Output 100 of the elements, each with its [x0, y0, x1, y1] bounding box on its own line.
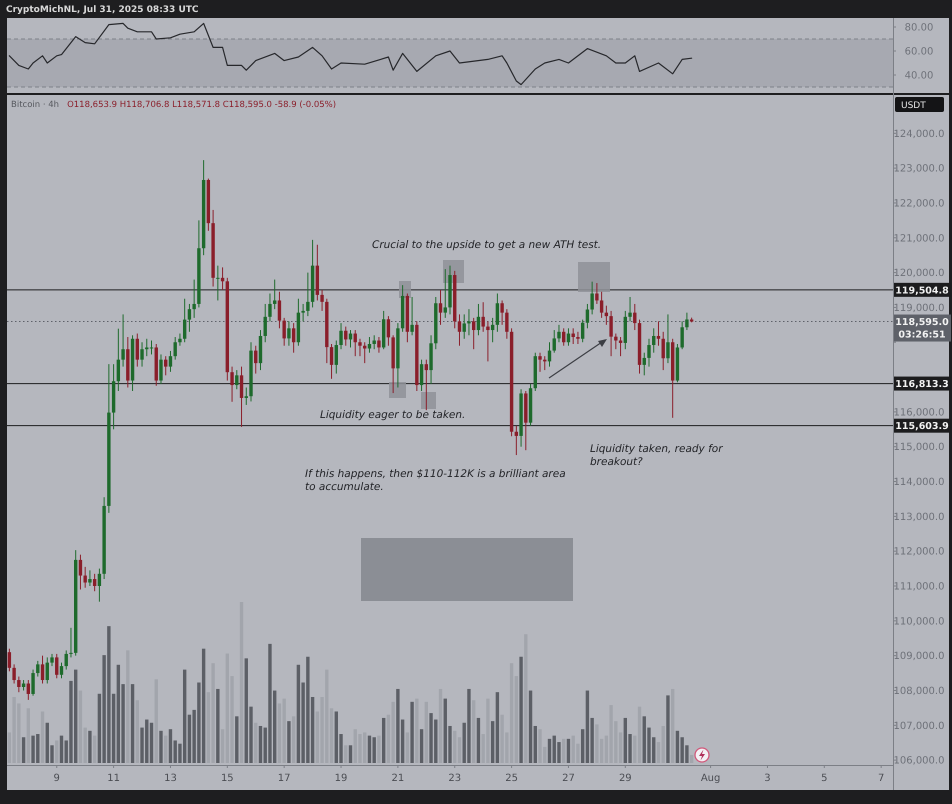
candlestick	[424, 359, 428, 411]
candlestick	[182, 298, 186, 343]
candlestick	[444, 268, 447, 318]
y-tick-label: 107,000.0	[894, 720, 944, 732]
annotation: Crucial to the upside to get a new ATH test.	[372, 239, 602, 251]
candlestick	[571, 328, 575, 344]
candlestick	[354, 330, 357, 357]
y-tick-label: 124,000.0	[894, 128, 944, 140]
candlestick	[36, 660, 40, 678]
bar	[55, 740, 58, 763]
candlestick	[600, 291, 604, 318]
candlestick	[254, 345, 258, 374]
x-tick-label: 7	[878, 773, 884, 784]
candlestick	[609, 310, 613, 357]
bar	[344, 745, 348, 763]
candlestick	[372, 334, 376, 350]
candlestick	[562, 328, 566, 346]
bar	[26, 708, 30, 763]
candlestick	[164, 356, 168, 376]
bar	[382, 718, 386, 763]
candlestick	[420, 359, 424, 392]
candlestick	[481, 302, 485, 332]
y-tick-label: 114,000.0	[894, 477, 944, 488]
y-axis-title: USDT	[901, 101, 926, 111]
candlestick	[576, 331, 580, 344]
candlestick	[192, 279, 196, 318]
candlestick	[116, 328, 120, 392]
bar	[410, 702, 414, 763]
x-tick-label: 19	[334, 773, 348, 784]
bar	[287, 721, 291, 763]
x-tick-label: 23	[448, 773, 462, 784]
annotation: Liquidity eager to be taken.	[320, 409, 466, 421]
candlestick	[31, 669, 35, 696]
x-tick-label: 9	[54, 773, 60, 784]
candlestick	[614, 333, 618, 350]
candlestick	[386, 316, 390, 346]
bar	[92, 736, 96, 763]
candlestick	[685, 312, 689, 331]
candlestick	[590, 281, 594, 315]
x-tick-label: 15	[220, 773, 234, 784]
y-tick-label: 121,000.0	[894, 233, 944, 244]
candlestick	[604, 305, 608, 326]
candlestick	[278, 291, 282, 329]
candlestick	[60, 662, 64, 679]
bar	[670, 688, 674, 763]
x-tick-label: 29	[618, 773, 632, 784]
y-tick-label: 123,000.0	[894, 164, 944, 175]
candlestick	[8, 648, 12, 672]
bar	[216, 688, 220, 763]
bar	[524, 634, 528, 763]
candlestick	[656, 320, 660, 346]
candlestick	[505, 308, 509, 340]
ref-line-label: 115,603.9	[895, 421, 949, 432]
candlestick	[17, 676, 21, 693]
x-tick-label: 27	[562, 773, 575, 784]
candlestick	[490, 317, 494, 343]
bar	[254, 722, 258, 763]
bar	[566, 738, 570, 763]
bar	[130, 684, 134, 763]
y-tick-label: 115,000.0	[894, 442, 944, 454]
candlestick	[230, 366, 234, 402]
candlestick	[462, 314, 466, 340]
candlestick	[595, 282, 599, 304]
bar	[415, 698, 419, 763]
candlestick	[26, 680, 30, 700]
bar	[136, 700, 139, 763]
candlestick	[320, 290, 324, 312]
x-tick-label: 5	[821, 773, 828, 784]
text: CryptoMichNL, Jul 31, 2025 08:33 UTC	[6, 5, 199, 15]
line-series	[8, 22, 692, 86]
candlestick	[83, 566, 87, 588]
ref-line-label: 116,813.3	[895, 379, 949, 390]
candlestick	[264, 303, 267, 343]
candlestick	[334, 340, 338, 374]
bar	[562, 738, 566, 763]
bar	[690, 754, 694, 763]
y-tick-label: 40.00	[904, 70, 934, 82]
candlestick	[272, 279, 276, 310]
ref-line-label: 118,595.0 03:26:51	[895, 317, 950, 341]
bar	[164, 736, 168, 763]
candlestick	[330, 343, 334, 380]
text: O118,653.9 H118,706.8 L118,571.8 C118,595.0 -58.9 (-0.05%)	[67, 100, 336, 110]
candlestick	[121, 314, 125, 368]
candlestick	[22, 680, 26, 691]
candlestick	[216, 265, 220, 301]
candlestick	[666, 314, 670, 364]
bar	[666, 695, 670, 763]
candlestick	[64, 650, 68, 670]
candlestick	[633, 303, 636, 331]
bar	[420, 729, 424, 763]
ref-line-label: 119,504.8	[895, 285, 950, 296]
candlestick	[306, 272, 310, 317]
x-tick-label: 21	[392, 773, 404, 784]
y-tick-label: 122,000.0	[894, 198, 944, 210]
candlestick	[552, 330, 556, 354]
bar	[372, 737, 376, 763]
y-tick-label: 116,000.0	[894, 407, 944, 418]
candlestick	[410, 296, 414, 336]
candlestick	[174, 336, 177, 360]
candlestick	[235, 370, 238, 390]
